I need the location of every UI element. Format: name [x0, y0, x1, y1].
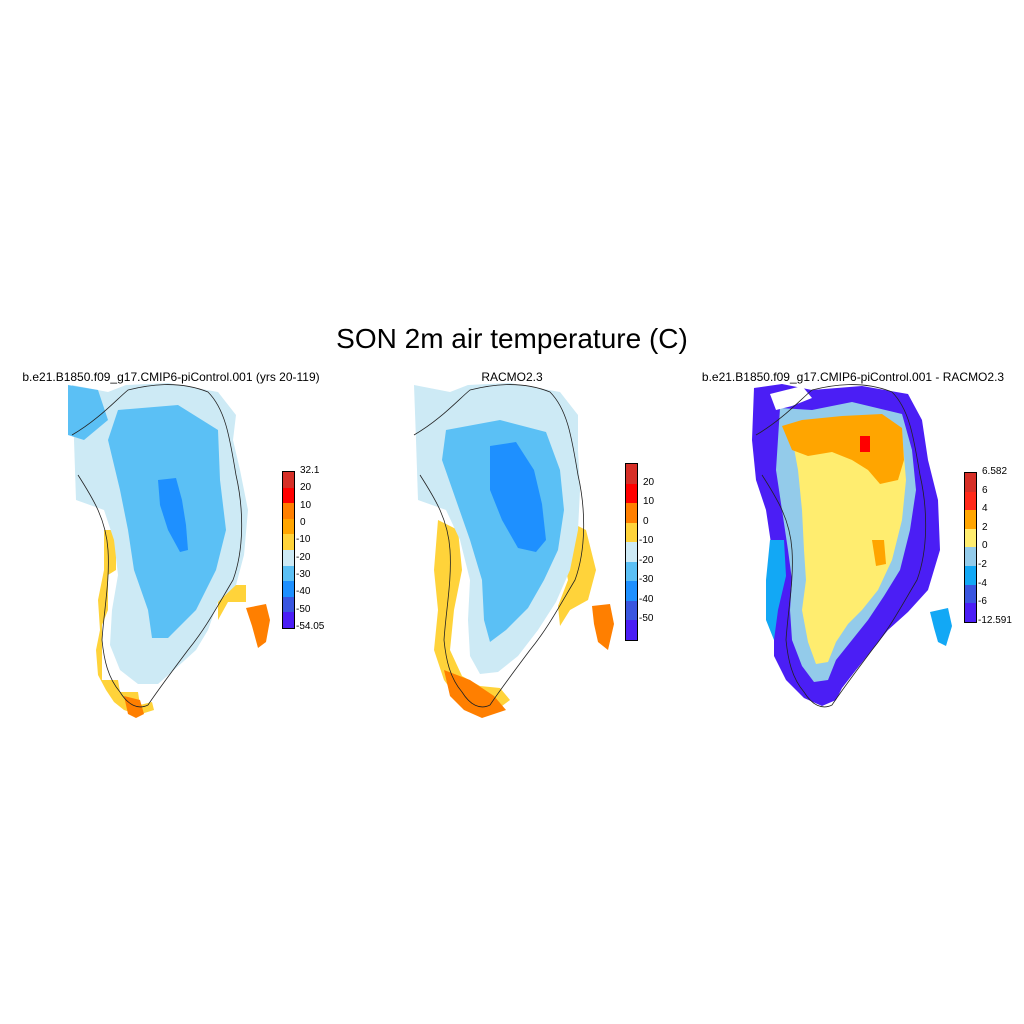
- land-warm-west: [434, 520, 510, 714]
- colorbar-segment: [626, 600, 637, 620]
- colorbar-label: 0: [982, 540, 988, 552]
- colorbar-label: -30: [296, 569, 311, 580]
- colorbar-label: -50: [296, 603, 311, 615]
- colorbar-box: [964, 472, 977, 623]
- colorbar-segment: [283, 534, 294, 550]
- coastline: [413, 384, 585, 708]
- colorbar-segment: [626, 503, 637, 523]
- colorbar-label: 0: [300, 517, 306, 528]
- colorbar-segment: [965, 566, 976, 585]
- land-orange-patch: [872, 540, 886, 566]
- colorbar-segment: [626, 464, 637, 484]
- colorbar-label: 20: [643, 476, 655, 488]
- map-difference-greenland: [752, 384, 952, 708]
- colorbar-segment: [626, 483, 637, 503]
- colorbar-label: -10: [639, 535, 654, 546]
- colorbar-segment: [965, 547, 976, 566]
- land-orange-north: [782, 414, 904, 484]
- colorbar-segment: [626, 620, 637, 640]
- map-racmo-greenland: [413, 383, 614, 718]
- colorbar-label: -6: [978, 596, 987, 608]
- colorbar-label: -30: [639, 574, 654, 585]
- colorbar-segment: [626, 542, 637, 562]
- coastline: [755, 384, 927, 708]
- colorbar-label: 10: [300, 499, 312, 511]
- colorbar-segment: [626, 522, 637, 542]
- colorbar-segment: [626, 561, 637, 581]
- colorbar-segment: [283, 596, 294, 613]
- land-blue-west-fringe: [766, 540, 786, 640]
- land-southeast-orange: [592, 604, 614, 650]
- colorbar-label: 2: [982, 521, 988, 533]
- panel-title-difference: b.e21.B1850.f09_g17.CMIP6-piControl.001 …: [701, 370, 1005, 384]
- land-white-gap: [770, 386, 812, 410]
- colorbar-label: 6: [982, 484, 988, 496]
- colorbar-segment: [283, 581, 294, 597]
- land-southeast-orange: [246, 604, 270, 648]
- colorbar-label: 20: [300, 482, 312, 494]
- land-south-orange: [444, 670, 506, 718]
- land-south-orange: [124, 696, 144, 718]
- colorbar-segment: [965, 491, 976, 511]
- colorbar-segment: [283, 565, 294, 582]
- colorbar-label: -20: [639, 554, 654, 566]
- colorbar-label: -12.591: [978, 614, 1012, 626]
- colorbar-segment: [626, 581, 637, 601]
- colorbar-label: 6.582: [982, 466, 1008, 477]
- colorbar-label: 10: [643, 496, 655, 507]
- colorbar-box: [282, 471, 295, 629]
- colorbar-segment: [283, 550, 294, 566]
- colorbar-segment: [965, 473, 976, 492]
- colorbar-segment: [283, 472, 294, 488]
- colorbar-label: 4: [982, 503, 988, 515]
- panel-title-racmo: RACMO2.3: [481, 370, 543, 384]
- colorbar-segment: [283, 487, 294, 504]
- colorbar-label: -10: [296, 534, 311, 546]
- land-southeast-blue: [930, 608, 952, 646]
- colorbar-segment: [283, 503, 294, 519]
- land-dark-blue-core: [490, 442, 546, 552]
- page-title: SON 2m air temperature (C): [336, 323, 688, 354]
- colorbar-segment: [965, 510, 976, 529]
- colorbar-label: -50: [639, 613, 654, 624]
- colorbar-box: [625, 463, 638, 641]
- panel-title-model: b.e21.B1850.f09_g17.CMIP6-piControl.001 …: [22, 370, 320, 384]
- colorbar-segment: [965, 528, 976, 548]
- coastline: [71, 384, 243, 708]
- map-model-greenland: [68, 383, 270, 718]
- colorbar-label: -2: [978, 559, 987, 570]
- colorbar-label: -4: [978, 577, 987, 589]
- colorbar-label: -40: [296, 586, 311, 598]
- colorbar-label: -40: [639, 593, 654, 605]
- land-dark-blue-core: [158, 478, 188, 552]
- colorbar-label: -20: [296, 551, 311, 563]
- colorbar-label: 0: [643, 515, 649, 527]
- colorbar-label: 32.1: [300, 465, 320, 476]
- colorbar-segment: [965, 603, 976, 622]
- land-east-ice: [68, 385, 108, 440]
- colorbar-segment: [283, 518, 294, 535]
- colorbar-segment: [283, 612, 294, 628]
- land-red-spot: [860, 436, 870, 452]
- colorbar-label: -54.05: [296, 621, 325, 632]
- colorbar-segment: [965, 584, 976, 604]
